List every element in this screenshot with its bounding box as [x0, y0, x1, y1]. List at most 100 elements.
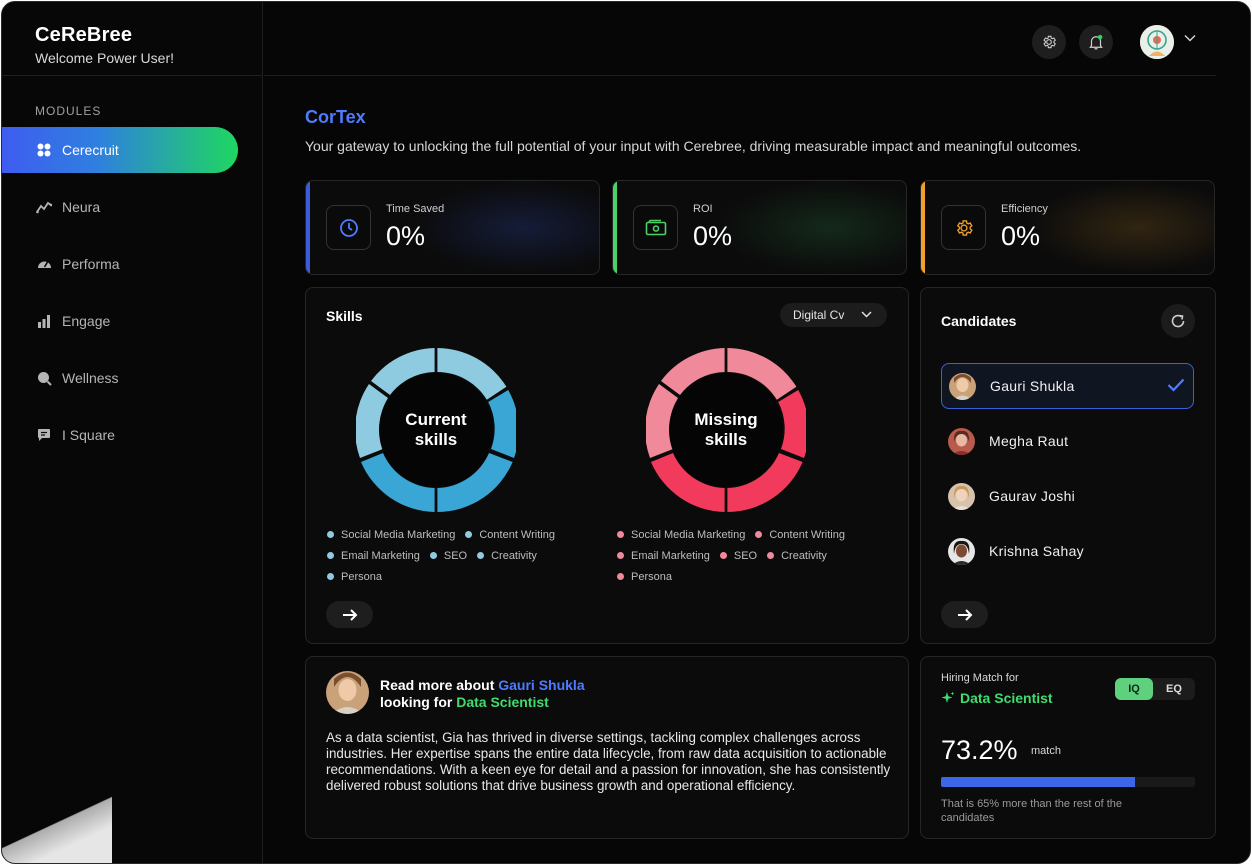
- sidebar-item-engage[interactable]: Engage: [2, 298, 263, 344]
- notifications-button[interactable]: [1079, 25, 1113, 59]
- accent-bar: [306, 181, 310, 274]
- toggle-eq[interactable]: EQ: [1166, 683, 1182, 695]
- sidebar-item-label: Wellness: [62, 370, 119, 386]
- legend-item: Content Writing: [465, 529, 555, 541]
- legend-item: SEO: [719, 550, 757, 562]
- legend-item: Email Marketing: [327, 550, 420, 562]
- arrow-right-icon: [957, 608, 972, 621]
- sidebar: CeReBree Welcome Power User! MODULES Cer…: [2, 2, 263, 863]
- current-skills-segment: [371, 348, 435, 395]
- candidates-card: Candidates Gauri Shukla Megha Raut Gaura…: [920, 287, 1216, 644]
- skills-title: Skills: [326, 308, 363, 324]
- sidebar-item-label: Neura: [62, 199, 101, 215]
- about-role: Data Scientist: [456, 694, 549, 710]
- candidate-avatar: [948, 482, 975, 510]
- candidate-avatar: [948, 427, 975, 455]
- brand-subtitle: Welcome Power User!: [35, 50, 175, 66]
- hiring-match-progress-fill: [941, 777, 1136, 787]
- missing-skills-label-1: Missing: [694, 410, 757, 429]
- about-candidate-name[interactable]: Gauri Shukla: [498, 677, 585, 693]
- brand-title: CeReBree: [35, 24, 133, 46]
- arrow-right-icon: [342, 608, 357, 621]
- skills-next-button[interactable]: [326, 601, 373, 628]
- stat-label: Efficiency: [1001, 203, 1048, 215]
- modules-label: MODULES: [35, 104, 102, 118]
- skills-source-dropdown[interactable]: Digital Cv: [780, 303, 887, 327]
- skills-card: Skills Digital Cv Current skills M: [305, 287, 909, 644]
- current-skills-segment: [437, 348, 507, 400]
- sidebar-item-label: Performa: [62, 256, 120, 272]
- settings-button[interactable]: [1032, 25, 1066, 59]
- missing-skills-segment: [661, 348, 725, 395]
- card-glow: [409, 181, 599, 274]
- sidebar-item-neura[interactable]: Neura: [2, 184, 263, 230]
- trend-line-icon: [36, 199, 52, 215]
- hiring-match-note: That is 65% more than the rest of the ca…: [941, 798, 1122, 824]
- page-title: CorTex: [305, 107, 366, 127]
- legend-item: Email Marketing: [617, 550, 710, 562]
- hiring-match-label: Hiring Match for: [941, 672, 1019, 684]
- missing-skills-donut: Missing skills: [646, 348, 806, 512]
- chevron-down-icon: [861, 311, 872, 318]
- hiring-match-unit: match: [1031, 745, 1061, 757]
- current-skills-donut: Current skills: [356, 348, 516, 512]
- candidates-next-button[interactable]: [941, 601, 988, 628]
- sidebar-divider: [2, 75, 263, 76]
- sidebar-item-label: Engage: [62, 313, 111, 329]
- stat-value: 0%: [693, 221, 733, 251]
- candidate-name: Krishna Sahay: [989, 543, 1084, 559]
- legend-item: Creativity: [477, 550, 537, 562]
- sidebar-item-label: I Square: [62, 427, 115, 443]
- hiring-match-role: Data Scientist: [941, 690, 1053, 706]
- candidates-title: Candidates: [941, 313, 1017, 329]
- sparkle-icon: [941, 691, 955, 703]
- candidate-avatar: [948, 537, 975, 565]
- sidebar-item-performa[interactable]: Performa: [2, 241, 263, 287]
- missing-skills-segment: [778, 390, 806, 458]
- sidebar-item-i-square[interactable]: I Square: [2, 412, 263, 458]
- sidebar-item-label: Cerecruit: [62, 142, 119, 158]
- clock-icon: [326, 205, 371, 250]
- settings-icon: [1043, 35, 1056, 49]
- candidate-name: Gauri Shukla: [990, 378, 1075, 394]
- gauge-icon: [36, 256, 52, 272]
- bell-icon: [1089, 34, 1103, 50]
- sidebar-item-cerecruit[interactable]: Cerecruit: [2, 127, 238, 173]
- user-avatar[interactable]: [1140, 25, 1174, 59]
- card-glow: [1024, 181, 1214, 274]
- page-description: Your gateway to unlocking the full poten…: [305, 138, 1082, 154]
- missing-skills-label-2: skills: [705, 430, 748, 449]
- hiring-match-card: Hiring Match for Data Scientist IQ EQ 73…: [920, 656, 1216, 839]
- missing-skills-segment: [727, 453, 803, 512]
- candidate-avatar: [326, 671, 369, 714]
- current-skills-segment: [488, 390, 516, 458]
- legend-item: Persona: [327, 571, 382, 583]
- candidate-about-card: Read more about Gauri Shukla looking for…: [305, 656, 909, 839]
- candidate-name: Gaurav Joshi: [989, 488, 1076, 504]
- decorative-corner: [2, 793, 112, 863]
- candidate-item-gauri-shukla[interactable]: Gauri Shukla: [941, 363, 1194, 409]
- card-glow: [716, 181, 906, 274]
- missing-skills-segment: [727, 348, 797, 400]
- refresh-button[interactable]: [1161, 304, 1195, 338]
- legend-item: Content Writing: [755, 529, 845, 541]
- candidate-item-krishna-sahay[interactable]: Krishna Sahay: [941, 528, 1194, 574]
- missing-skills-legend: Social Media Marketing Content Writing E…: [617, 524, 855, 587]
- refresh-icon: [1171, 314, 1185, 328]
- sidebar-item-wellness[interactable]: Wellness: [2, 355, 263, 401]
- header-divider: [264, 75, 1216, 76]
- chevron-down-icon[interactable]: [1184, 34, 1196, 42]
- legend-item: Creativity: [767, 550, 827, 562]
- about-prefix: Read more about: [380, 677, 499, 693]
- current-skills-segment: [437, 453, 513, 512]
- iq-eq-toggle: IQ EQ: [1115, 678, 1195, 700]
- legend-item: Social Media Marketing: [617, 529, 745, 541]
- stat-value: 0%: [1001, 221, 1041, 251]
- search-circle-icon: [36, 370, 52, 386]
- toggle-iq[interactable]: IQ: [1115, 678, 1153, 700]
- candidate-item-gaurav-joshi[interactable]: Gaurav Joshi: [941, 473, 1194, 519]
- candidate-item-megha-raut[interactable]: Megha Raut: [941, 418, 1194, 464]
- legend-item: Persona: [617, 571, 672, 583]
- current-skills-segment: [361, 453, 435, 512]
- stat-card-efficiency: Efficiency 0%: [920, 180, 1215, 275]
